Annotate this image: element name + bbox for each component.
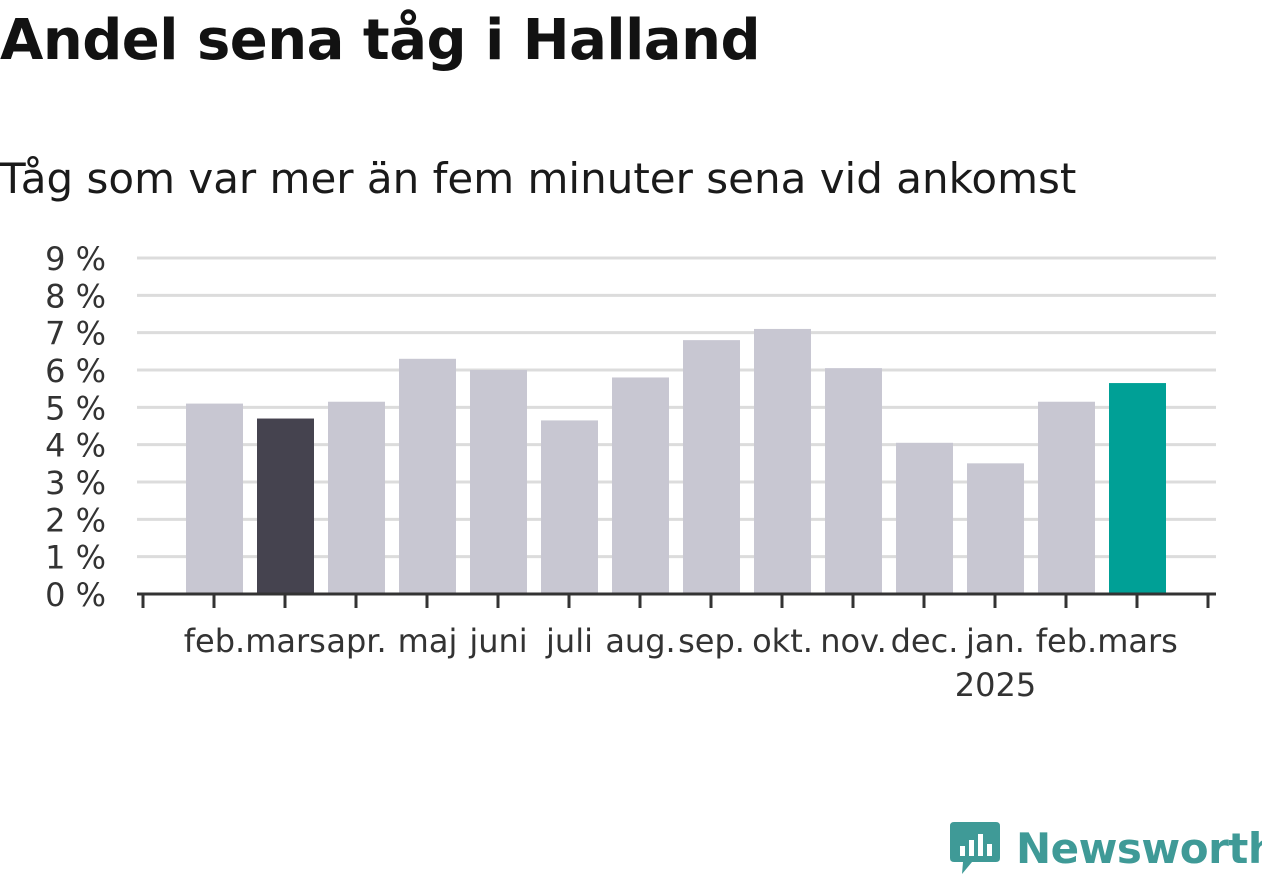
x-tick-labels: feb. mars apr. maj juni juli aug. sep. okt. nov. d…: [184, 622, 1178, 704]
chart-title: Andel sena tåg i Halland: [0, 8, 761, 73]
y-tick-label: 5 %: [45, 389, 106, 427]
y-tick-label: 6 %: [45, 352, 106, 390]
x-tick-label: mars: [245, 622, 326, 660]
y-tick-label: 9 %: [45, 240, 106, 278]
y-tick-label: 2 %: [45, 501, 106, 539]
bar: [399, 358, 456, 594]
y-tick-label: 4 %: [45, 427, 106, 465]
bar: [896, 442, 953, 594]
x-tick-label: feb.: [1036, 622, 1097, 660]
y-tick-label: 8 %: [45, 277, 106, 315]
bar: [1038, 401, 1095, 594]
grid-lines: [137, 256, 1216, 559]
bars: [186, 328, 1166, 594]
x-tick-label: dec.: [891, 622, 959, 660]
bar: [612, 377, 669, 594]
x-tick-label: apr.: [326, 622, 386, 660]
x-axis: [137, 592, 1216, 608]
y-tick-label: 0 %: [45, 576, 106, 614]
x-tick-label: mars: [1097, 622, 1178, 660]
y-tick-label: 7 %: [45, 315, 106, 353]
bar: [1109, 383, 1166, 594]
bar: [683, 340, 740, 594]
y-tick-label: 1 %: [45, 539, 106, 577]
x-tick-label: aug.: [605, 622, 675, 660]
bar: [541, 420, 598, 594]
x-tick-label: maj: [398, 622, 458, 660]
bar: [328, 401, 385, 594]
brand-name: Newsworthy: [1016, 823, 1262, 873]
bar: [754, 328, 811, 594]
chart-subtitle: Tåg som var mer än fem minuter sena vid …: [0, 154, 1077, 203]
bar: [470, 370, 527, 594]
bar: [186, 403, 243, 594]
bar: [257, 418, 314, 594]
x-year-label: 2025: [955, 666, 1036, 704]
x-tick-label: jan.: [965, 622, 1025, 660]
bar: [825, 368, 882, 594]
x-tick-label: juli: [545, 622, 593, 660]
y-tick-labels: 0 %1 %2 %3 %4 %5 %6 %7 %8 %9 %: [45, 240, 106, 614]
newsworthy-logo: Newsworthy: [950, 818, 1262, 878]
x-tick-label: juni: [468, 622, 527, 660]
x-tick-label: okt.: [752, 622, 813, 660]
bar: [967, 463, 1024, 594]
x-tick-label: sep.: [678, 622, 745, 660]
y-tick-label: 3 %: [45, 464, 106, 502]
x-tick-label: feb.: [184, 622, 245, 660]
newsworthy-logo-icon: [950, 822, 1000, 874]
x-tick-label: nov.: [820, 622, 886, 660]
